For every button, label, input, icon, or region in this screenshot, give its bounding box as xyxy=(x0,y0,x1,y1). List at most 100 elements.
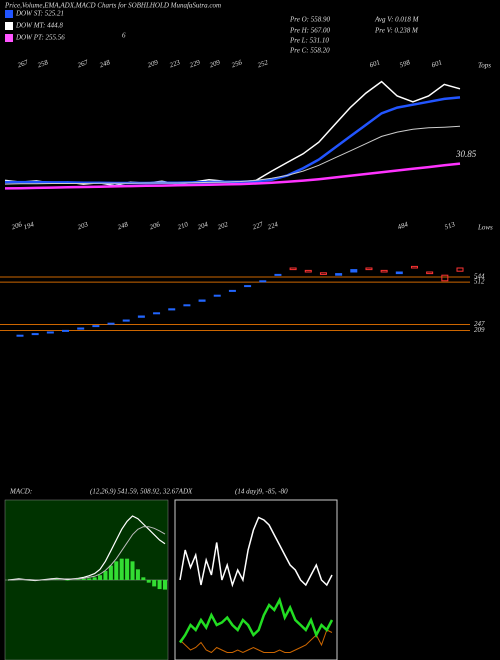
candle xyxy=(365,267,373,271)
candle xyxy=(183,304,191,307)
candle xyxy=(122,319,130,322)
histogram-bar xyxy=(54,579,59,580)
histogram-bar xyxy=(146,580,151,583)
candle xyxy=(16,334,24,337)
stat: Pre H: 567.00 xyxy=(289,27,330,35)
stat: Pre C: 558.20 xyxy=(289,47,330,55)
histogram-bar xyxy=(103,570,108,580)
low-label: 206 xyxy=(10,220,23,231)
candle xyxy=(456,267,464,272)
legend-swatch xyxy=(5,22,13,30)
histogram-bar xyxy=(92,577,97,580)
legend-label: DOW PT: 255.56 xyxy=(15,34,65,42)
histogram-bar xyxy=(65,580,70,581)
histogram-bar xyxy=(98,575,103,580)
candle xyxy=(410,265,418,269)
low-label: 248 xyxy=(116,220,129,231)
candle xyxy=(395,271,403,275)
legend-swatch xyxy=(5,34,13,42)
histogram-bar xyxy=(114,561,119,580)
candle xyxy=(31,333,39,336)
top-label: 267 xyxy=(16,58,29,69)
level-label: 512 xyxy=(474,278,485,286)
stat: Pre O: 558.90 xyxy=(289,16,330,24)
minus-di-line xyxy=(179,629,333,654)
candle xyxy=(92,325,100,328)
candle xyxy=(213,294,221,297)
candle xyxy=(304,269,312,273)
candle xyxy=(319,272,327,275)
level-label: 209 xyxy=(474,326,485,334)
top-label: 252 xyxy=(256,58,269,69)
series-line xyxy=(4,162,461,190)
top-label: 223 xyxy=(168,58,181,69)
candle xyxy=(350,269,358,273)
candle xyxy=(153,312,161,315)
level-label: 544 xyxy=(474,273,485,281)
level-label: 247 xyxy=(474,320,485,328)
top-label: 598 xyxy=(398,58,411,69)
top-label: 229 xyxy=(188,58,201,69)
candle xyxy=(168,308,176,311)
top-label: 209 xyxy=(208,58,221,69)
series-line xyxy=(4,125,461,185)
macd-text: (12,26,9) 541.59, 508.92, 32.67ADX xyxy=(90,488,193,496)
candle xyxy=(335,273,343,276)
top-label: 209 xyxy=(146,58,159,69)
candle xyxy=(228,289,236,292)
legend-label: DOW MT: 444.8 xyxy=(15,22,63,30)
histogram-bar xyxy=(163,580,167,590)
candle xyxy=(244,285,252,288)
candle xyxy=(198,299,206,302)
price-tag: 30.85 xyxy=(455,149,477,159)
low-label: 206 xyxy=(148,220,161,231)
candle xyxy=(259,280,267,283)
low-label: 513 xyxy=(443,220,456,231)
stat: Pre L: 531.10 xyxy=(289,37,329,45)
low-label: 227 xyxy=(251,220,264,231)
legend-swatch xyxy=(5,10,13,18)
candle xyxy=(441,274,449,282)
candle xyxy=(137,315,145,318)
low-label: 194 xyxy=(22,220,35,231)
histogram-bar xyxy=(141,577,146,580)
candle xyxy=(289,267,297,271)
histogram-bar xyxy=(125,558,130,580)
adx-text: (14 day)9, -85, -80 xyxy=(235,488,288,496)
top-label: 258 xyxy=(36,58,49,69)
stat: Avg V: 0.018 M xyxy=(374,16,420,24)
histogram-bar xyxy=(108,565,113,580)
histogram-bar xyxy=(152,580,157,587)
histogram-bar xyxy=(87,578,92,580)
stat: Pre V: 0.238 M xyxy=(374,27,419,35)
candle xyxy=(77,327,85,330)
adx-line xyxy=(179,516,333,588)
candle xyxy=(46,331,54,334)
low-label: 224 xyxy=(266,220,279,231)
histogram-bar xyxy=(81,578,86,580)
macd-title: MACD: xyxy=(9,488,32,496)
histogram-bar xyxy=(119,558,124,580)
lows-label: Lows xyxy=(477,224,493,232)
legend-label: DOW ST: 525.21 xyxy=(15,10,64,18)
histogram-bar xyxy=(157,580,162,590)
histogram-bar xyxy=(76,579,81,580)
low-label: 484 xyxy=(396,220,409,231)
signal-line xyxy=(8,526,166,581)
low-label: 202 xyxy=(216,220,229,231)
tops-label: Tops xyxy=(478,62,491,70)
top-label: 601 xyxy=(368,58,381,69)
top-label: 248 xyxy=(98,58,111,69)
candle xyxy=(107,322,115,325)
low-label: 204 xyxy=(196,220,209,231)
histogram-bar xyxy=(130,561,135,580)
candle xyxy=(426,271,434,275)
title: Price,Volume,EMA,ADX,MACD Charts for SOB… xyxy=(4,2,221,10)
candle xyxy=(380,269,388,273)
plus-di-line xyxy=(178,596,334,644)
candle xyxy=(274,273,282,276)
candle xyxy=(62,329,70,332)
histogram-bar xyxy=(135,569,140,580)
